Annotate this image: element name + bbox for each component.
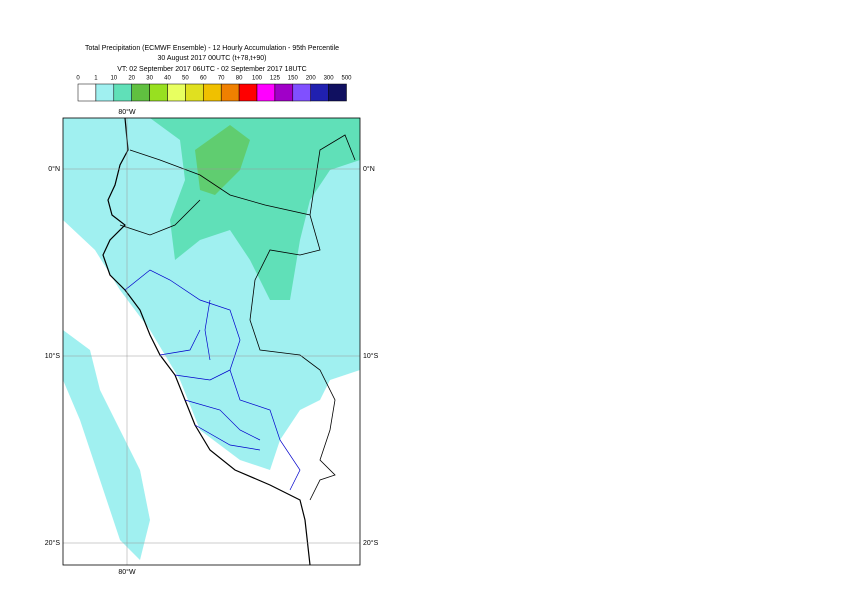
legend-label: 1 bbox=[94, 76, 98, 82]
lat-label: 20°S bbox=[45, 539, 61, 547]
legend-swatch bbox=[77, 83, 97, 102]
lat-label: 10°S bbox=[363, 352, 379, 360]
legend-label: 200 bbox=[306, 76, 317, 82]
subtitle: VT: 02 September 2017 06UTC - 02 Septemb… bbox=[117, 66, 307, 73]
lat-label: 20°S bbox=[363, 539, 379, 547]
legend-label: 50 bbox=[182, 76, 189, 82]
legend-label: 300 bbox=[324, 76, 335, 82]
legend-label: 40 bbox=[164, 76, 171, 82]
legend-swatch bbox=[328, 83, 347, 102]
legend-swatch bbox=[203, 83, 222, 102]
legend-label: 0 bbox=[76, 76, 80, 82]
legend-swatch bbox=[131, 83, 150, 102]
coastline bbox=[102, 118, 311, 565]
legend-swatch bbox=[185, 83, 204, 102]
precip-area bbox=[195, 125, 250, 195]
region-border bbox=[124, 269, 301, 491]
legend-swatch bbox=[113, 83, 132, 102]
lat-label: 0°N bbox=[363, 165, 375, 173]
lat-label: 10°S bbox=[45, 352, 61, 360]
legend-swatch bbox=[167, 83, 186, 102]
legend-swatch bbox=[238, 83, 258, 102]
lon-label: 80°W bbox=[118, 568, 136, 576]
border bbox=[119, 134, 356, 501]
legend-label: 100 bbox=[252, 76, 263, 82]
legend-swatch bbox=[292, 83, 311, 102]
precip-area bbox=[63, 330, 150, 560]
legend-label: 20 bbox=[128, 76, 135, 82]
legend-swatch bbox=[220, 83, 240, 102]
legend-swatch bbox=[95, 83, 115, 102]
legend: 0 1 10 20 30 40 50 60 70 80 100 125 150 200 300 500 bbox=[76, 76, 352, 102]
subtitle: 30 August 2017 00UTC (t+78,t+90) bbox=[158, 55, 267, 62]
legend-label: 10 bbox=[110, 76, 117, 82]
legend-swatch bbox=[149, 83, 168, 102]
legend-swatch bbox=[310, 83, 329, 102]
legend-label: 150 bbox=[288, 76, 299, 82]
lon-label: 80°W bbox=[118, 108, 136, 116]
title: Total Precipitation (ECMWF Ensemble) - 1… bbox=[85, 45, 339, 52]
map bbox=[63, 118, 360, 565]
legend-label: 80 bbox=[236, 76, 243, 82]
legend-label: 30 bbox=[146, 76, 153, 82]
legend-label: 60 bbox=[200, 76, 207, 82]
legend-swatch bbox=[256, 83, 276, 102]
lat-label: 0°N bbox=[48, 165, 60, 173]
legend-label: 500 bbox=[341, 76, 352, 82]
legend-label: 70 bbox=[218, 76, 225, 82]
map-frame bbox=[62, 117, 361, 566]
legend-swatch bbox=[274, 83, 294, 102]
graticule bbox=[63, 118, 360, 565]
legend-label: 125 bbox=[270, 76, 281, 82]
